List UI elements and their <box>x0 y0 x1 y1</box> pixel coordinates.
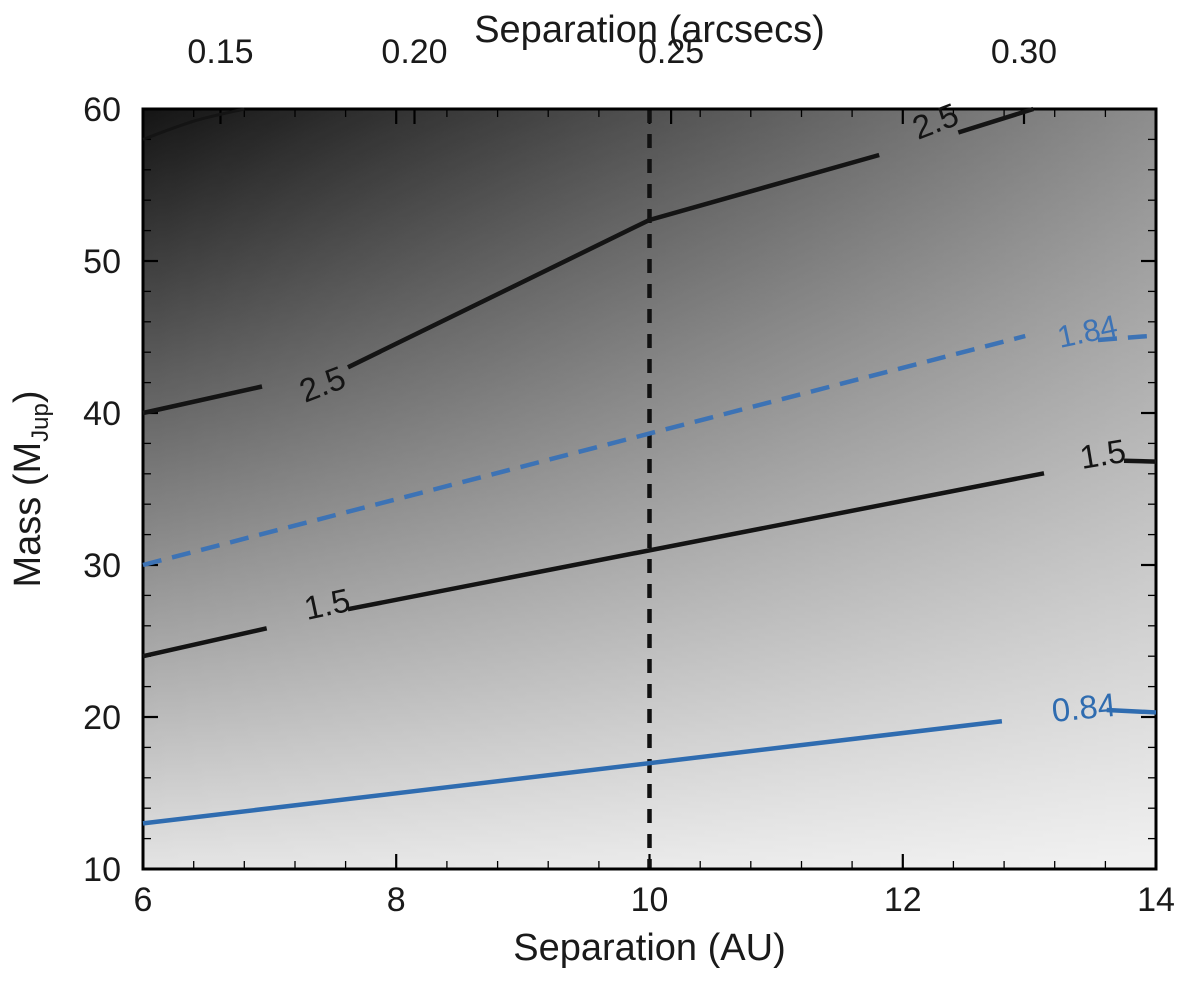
svg-text:Separation (arcsecs): Separation (arcsecs) <box>474 9 825 51</box>
svg-text:2.5: 2.5 <box>907 96 963 147</box>
svg-text:14: 14 <box>1137 881 1175 919</box>
svg-text:0.30: 0.30 <box>991 33 1057 71</box>
svg-text:6: 6 <box>134 881 153 919</box>
svg-text:10: 10 <box>83 851 121 889</box>
svg-text:50: 50 <box>83 243 121 281</box>
svg-text:2.5: 2.5 <box>294 359 350 410</box>
svg-text:40: 40 <box>83 395 121 433</box>
svg-text:30: 30 <box>83 547 121 585</box>
svg-text:12: 12 <box>884 881 922 919</box>
svg-text:0.20: 0.20 <box>381 33 447 71</box>
svg-text:60: 60 <box>83 91 121 129</box>
svg-text:1.5: 1.5 <box>301 581 354 627</box>
svg-text:Mass (MJup): Mass (MJup) <box>7 390 54 587</box>
svg-text:10: 10 <box>631 881 669 919</box>
svg-text:0.15: 0.15 <box>187 33 253 71</box>
svg-text:Separation (AU): Separation (AU) <box>513 927 785 969</box>
svg-text:1.84: 1.84 <box>1054 308 1120 355</box>
svg-text:20: 20 <box>83 699 121 737</box>
svg-text:1.5: 1.5 <box>1077 432 1128 476</box>
svg-text:8: 8 <box>387 881 406 919</box>
svg-text:0.84: 0.84 <box>1050 686 1118 729</box>
